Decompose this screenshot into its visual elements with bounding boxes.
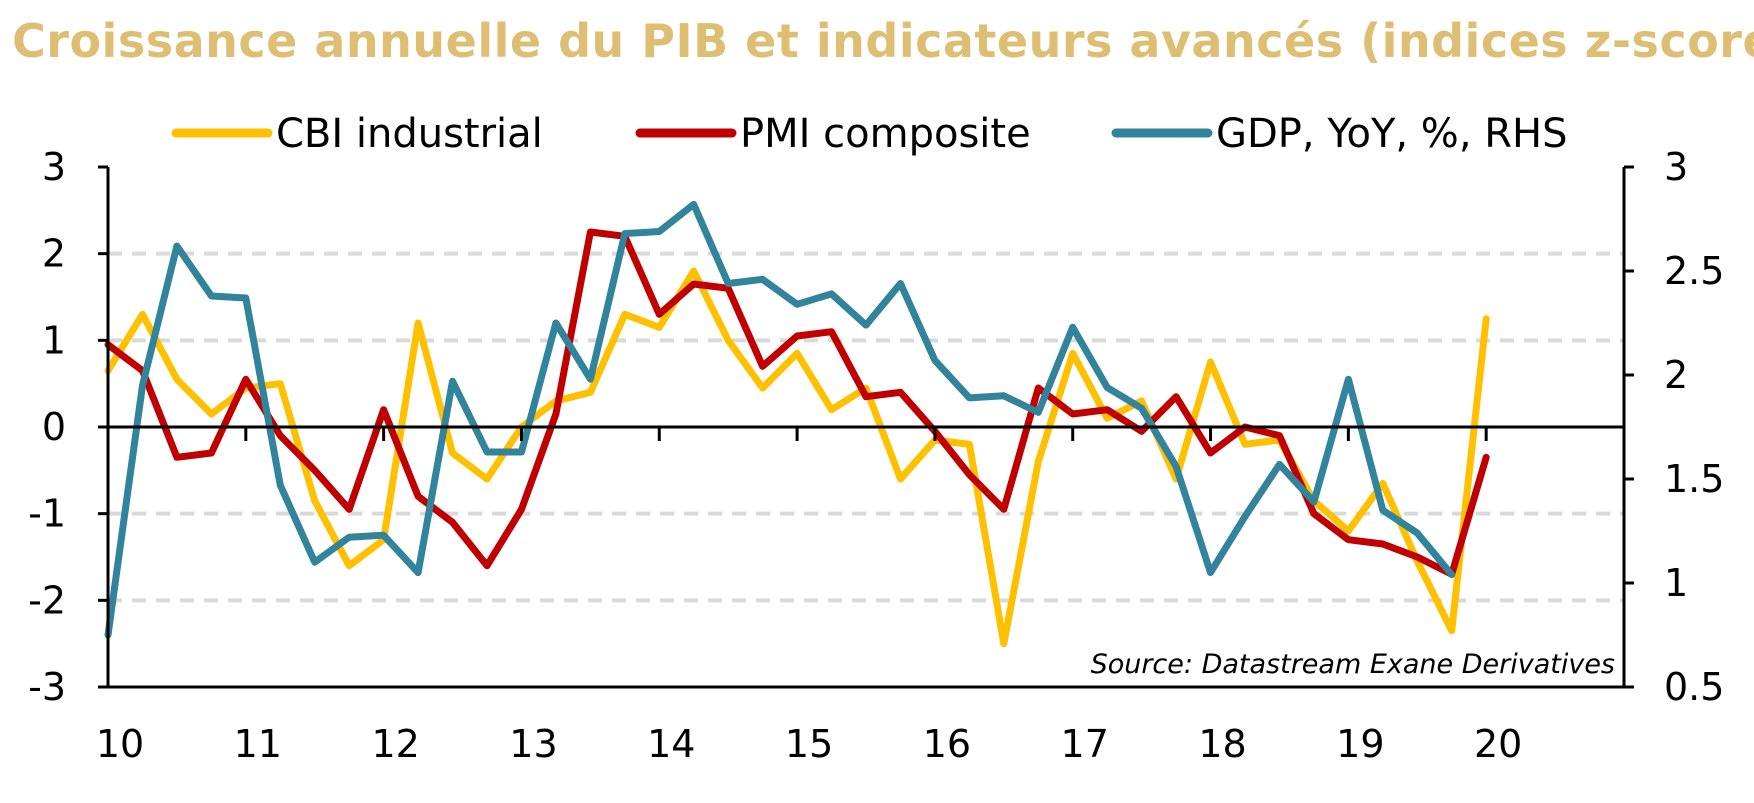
series-line-0 <box>104 267 1490 648</box>
gridlines <box>108 251 1624 603</box>
y2-tick-label: 1.5 <box>1664 457 1724 501</box>
y-tick-label: -2 <box>28 578 66 622</box>
x-tick-label: 12 <box>371 722 419 766</box>
y2-tick-label: 1 <box>1664 561 1688 605</box>
x-tick-label: 14 <box>647 722 695 766</box>
y-tick-label: -1 <box>28 492 66 536</box>
x-tick-label: 11 <box>234 722 282 766</box>
x-tick-label: 18 <box>1198 722 1246 766</box>
series-lines <box>104 200 1490 648</box>
legend-label-1: PMI composite <box>740 111 1031 157</box>
chart-legend: CBI industrial PMI composite GDP, YoY, %, … <box>171 111 1568 157</box>
y-tick-label: 2 <box>42 232 66 276</box>
x-tick-label: 20 <box>1474 722 1522 766</box>
x-tick-label: 17 <box>1061 722 1109 766</box>
legend-label-2: GDP, YoY, %, RHS <box>1216 111 1568 157</box>
source-note: Source: Datastream Exane Derivatives <box>1091 649 1615 680</box>
x-tick-label: 19 <box>1336 722 1384 766</box>
axes <box>98 165 1634 689</box>
series-line-1 <box>104 228 1490 578</box>
y-tick-label: 0 <box>42 405 66 449</box>
legend-label-0: CBI industrial <box>276 111 543 157</box>
series-line-2 <box>104 200 1456 639</box>
x-tick-label: 13 <box>509 722 557 766</box>
x-tick-label: 10 <box>96 722 144 766</box>
y-tick-label: -3 <box>28 665 66 709</box>
chart-title: Croissance annuelle du PIB et indicateur… <box>12 14 1754 68</box>
y2-tick-label: 0.5 <box>1664 665 1724 709</box>
y2-tick-label: 2 <box>1664 353 1688 397</box>
y-tick-label: 1 <box>42 318 66 362</box>
x-tick-label: 15 <box>785 722 833 766</box>
x-tick-label: 16 <box>923 722 971 766</box>
y2-tick-label: 3 <box>1664 145 1688 189</box>
y2-tick-label: 2.5 <box>1664 249 1724 293</box>
y-tick-label: 3 <box>42 145 66 189</box>
